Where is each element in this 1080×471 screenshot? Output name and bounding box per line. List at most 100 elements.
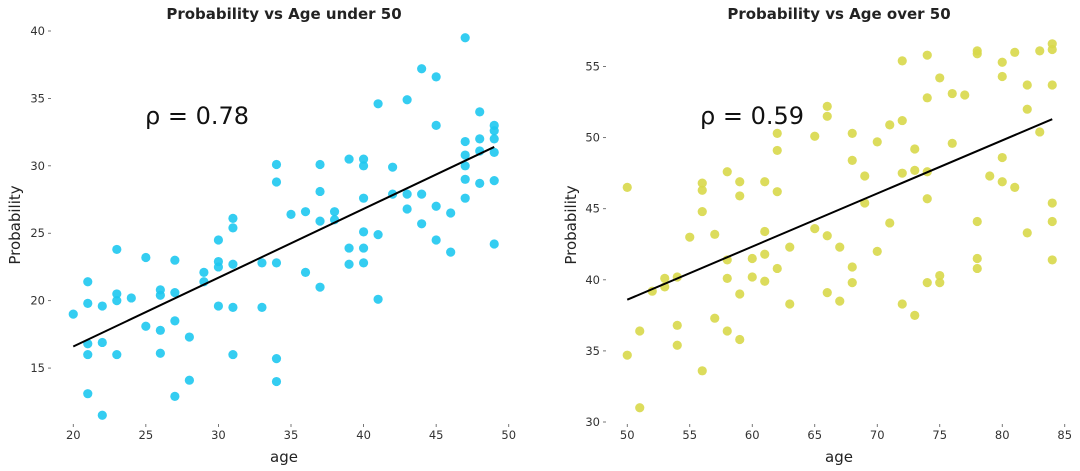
scatter-point (83, 277, 93, 287)
scatter-points (68, 33, 499, 420)
scatter-point (141, 321, 151, 331)
scatter-point (141, 252, 151, 263)
x-tick-label: 75 (932, 428, 947, 442)
scatter-point (722, 326, 732, 336)
scatter-point (83, 349, 93, 360)
scatter-point (271, 258, 282, 268)
scatter-point (735, 177, 745, 187)
y-axis-label: Probability (6, 185, 24, 264)
scatter-point (785, 299, 795, 309)
scatter-point (489, 176, 499, 186)
scatter-point (1010, 182, 1020, 192)
scatter-point (446, 208, 456, 218)
scatter-point (97, 337, 107, 348)
x-tick-label: 45 (429, 428, 444, 442)
scatter-point (747, 272, 757, 282)
scatter-point (1047, 198, 1057, 208)
scatter-point (910, 144, 920, 154)
scatter-point (985, 171, 995, 181)
scatter-point (489, 120, 499, 130)
x-tick-label: 40 (356, 428, 371, 442)
y-axis-label: Probability (562, 185, 580, 264)
scatter-point (635, 326, 645, 336)
scatter-points (622, 39, 1057, 413)
scatter-point (1022, 228, 1032, 238)
scatter-point (271, 354, 282, 364)
scatter-point (431, 201, 441, 211)
scatter-point (112, 349, 122, 360)
scatter-point (810, 131, 820, 141)
scatter-point (935, 73, 945, 83)
scatter-point (860, 171, 870, 181)
scatter-point (622, 182, 632, 192)
scatter-point (170, 391, 180, 401)
scatter-point (315, 159, 325, 170)
scatter-point (997, 177, 1007, 187)
scatter-point (228, 302, 238, 312)
x-tick-label: 80 (995, 428, 1010, 442)
scatter-point (735, 191, 745, 201)
trend-line-group (72, 146, 495, 348)
scatter-point (1047, 39, 1057, 49)
scatter-point (997, 57, 1007, 67)
x-tick-label: 50 (620, 428, 635, 442)
scatter-point (685, 232, 695, 242)
scatter-point (735, 334, 745, 345)
scatter-point (735, 289, 745, 299)
scatter-point (1047, 216, 1057, 227)
scatter-point (910, 310, 920, 320)
scatter-point (489, 134, 499, 144)
scatter-point (315, 216, 325, 226)
scatter-point (417, 219, 427, 229)
scatter-point (897, 56, 907, 66)
scatter-point (388, 162, 398, 172)
scatter-point (402, 95, 412, 105)
scatter-point (897, 168, 907, 178)
correlation-annotation: ρ = 0.59 (700, 102, 804, 130)
scatter-point (697, 178, 707, 188)
scatter-point (358, 227, 369, 237)
axis-ticks: 50 55 60 65 70 75 80 85 30 35 40 45 50 55 (585, 60, 1072, 442)
scatter-point (228, 213, 238, 224)
scatter-point (760, 249, 770, 259)
x-tick-label: 85 (1057, 428, 1072, 442)
scatter-point (697, 185, 707, 195)
y-tick-label: 15 (30, 361, 45, 375)
x-tick-label: 60 (745, 428, 760, 442)
scatter-point (170, 287, 180, 298)
scatter-point (972, 263, 982, 274)
scatter-point (922, 278, 932, 288)
scatter-point (228, 349, 238, 360)
scatter-point (885, 218, 895, 228)
x-tick-label: 25 (139, 428, 154, 442)
scatter-point (228, 259, 238, 269)
scatter-point (772, 145, 782, 156)
scatter-point (772, 128, 782, 138)
scatter-point (155, 325, 165, 335)
y-tick-label: 50 (585, 131, 600, 145)
scatter-point (1010, 47, 1020, 57)
scatter-point (417, 189, 427, 199)
scatter-point (112, 244, 122, 255)
x-tick-label: 30 (211, 428, 226, 442)
scatter-point (760, 177, 770, 187)
scatter-point (935, 270, 945, 281)
scatter-point (315, 282, 325, 292)
scatter-point (972, 253, 982, 264)
scatter-point (271, 159, 282, 170)
scatter-point (635, 403, 645, 413)
scatter-point (460, 161, 470, 171)
scatter-point (910, 165, 920, 175)
scatter-point (257, 258, 267, 268)
scatter-point (213, 256, 224, 267)
scatter-point (785, 242, 795, 252)
scatter-point (1047, 80, 1057, 90)
scatter-point (373, 99, 383, 109)
scatter-point (847, 128, 857, 138)
scatter-point (935, 278, 945, 288)
scatter-point (1047, 255, 1057, 265)
scatter-point (460, 150, 470, 160)
scatter-point (286, 209, 296, 219)
scatter-point (722, 273, 732, 283)
